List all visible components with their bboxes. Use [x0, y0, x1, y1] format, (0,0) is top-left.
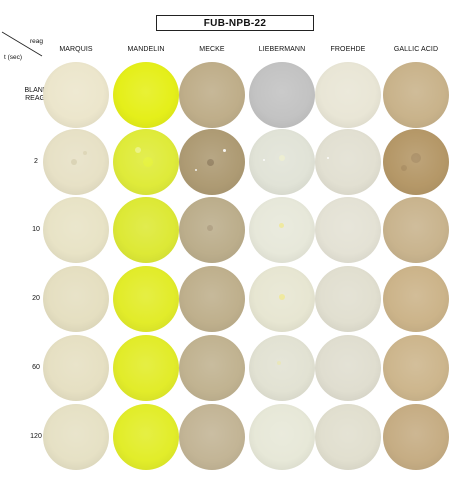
well-gallic-acid-row-2	[383, 197, 449, 263]
well-marquis-row-0	[43, 62, 109, 128]
row-header-60: 60	[32, 364, 40, 371]
residue-speck	[207, 225, 213, 231]
column-header-mecke: MECKE	[199, 46, 225, 53]
well-froehde-row-4	[315, 335, 381, 401]
time-axis-label: t (sec)	[4, 54, 23, 61]
column-header-marquis: MARQUIS	[59, 46, 93, 53]
residue-speck	[195, 169, 197, 171]
reagent-axis-label: reag	[30, 38, 44, 45]
residue-speck	[279, 294, 285, 300]
well-mandelin-row-5	[113, 404, 179, 470]
well-marquis-row-1	[43, 129, 109, 195]
residue-speck	[263, 159, 265, 161]
well-liebermann-row-3	[249, 266, 315, 332]
well-gallic-acid-row-3	[383, 266, 449, 332]
well-froehde-row-1	[315, 129, 381, 195]
well-liebermann-row-4	[249, 335, 315, 401]
well-marquis-row-3	[43, 266, 109, 332]
well-mecke-row-5	[179, 404, 245, 470]
well-gallic-acid-row-4	[383, 335, 449, 401]
well-mecke-row-0	[179, 62, 245, 128]
residue-speck	[401, 165, 407, 171]
header-corner	[0, 30, 44, 60]
column-header-gallic-acid: GALLIC ACID	[393, 46, 439, 53]
well-froehde-row-0	[315, 62, 381, 128]
residue-speck	[223, 149, 226, 152]
well-marquis-row-5	[43, 404, 109, 470]
well-mecke-row-1	[179, 129, 245, 195]
residue-speck	[71, 159, 77, 165]
well-mecke-row-4	[179, 335, 245, 401]
residue-speck	[279, 155, 285, 161]
well-froehde-row-5	[315, 404, 381, 470]
well-mecke-row-3	[179, 266, 245, 332]
well-mandelin-row-2	[113, 197, 179, 263]
row-header-20: 20	[32, 295, 40, 302]
column-header-froehde: FROEHDE	[330, 46, 366, 53]
well-mandelin-row-1	[113, 129, 179, 195]
row-header-120: 120	[30, 433, 42, 440]
well-liebermann-row-1	[249, 129, 315, 195]
well-liebermann-row-2	[249, 197, 315, 263]
well-mandelin-row-3	[113, 266, 179, 332]
residue-speck	[327, 157, 329, 159]
diagonal-divider	[1, 31, 43, 57]
well-froehde-row-3	[315, 266, 381, 332]
well-gallic-acid-row-0	[383, 62, 449, 128]
well-mandelin-row-4	[113, 335, 179, 401]
residue-speck	[279, 223, 284, 228]
panel-title: FUB-NPB-22	[156, 15, 314, 31]
well-marquis-row-2	[43, 197, 109, 263]
residue-speck	[135, 147, 141, 153]
row-header-blank: BLANK REAG.	[24, 87, 48, 102]
well-mandelin-row-0	[113, 62, 179, 128]
well-mecke-row-2	[179, 197, 245, 263]
column-header-mandelin: MANDELIN	[127, 46, 165, 53]
well-liebermann-row-5	[249, 404, 315, 470]
column-header-liebermann: LIEBERMANN	[258, 46, 306, 53]
well-liebermann-row-0	[249, 62, 315, 128]
row-header-2: 2	[34, 158, 38, 165]
residue-speck	[207, 159, 214, 166]
well-marquis-row-4	[43, 335, 109, 401]
well-gallic-acid-row-1	[383, 129, 449, 195]
row-header-10: 10	[32, 226, 40, 233]
residue-speck	[411, 153, 421, 163]
residue-speck	[143, 157, 153, 167]
residue-speck	[83, 151, 87, 155]
well-gallic-acid-row-5	[383, 404, 449, 470]
residue-speck	[277, 361, 281, 365]
well-froehde-row-2	[315, 197, 381, 263]
